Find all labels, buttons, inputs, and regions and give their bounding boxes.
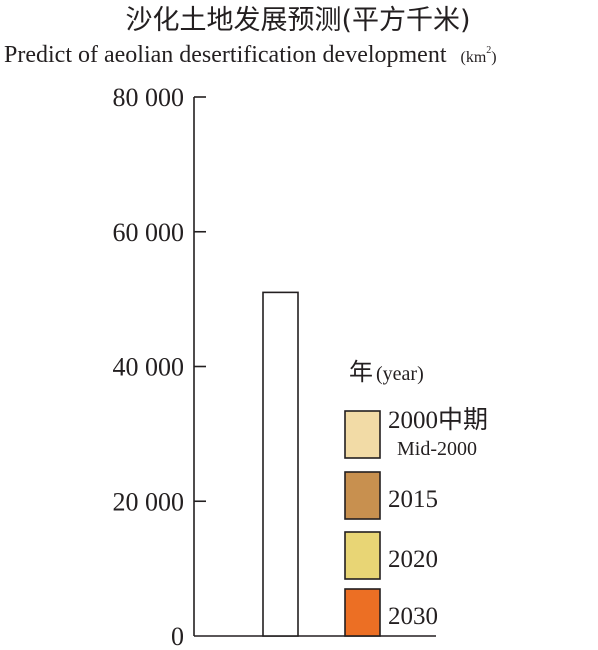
legend-title-en: (year): [376, 363, 424, 385]
legend-title: 年 (year): [349, 358, 424, 386]
legend: 年 (year) 2000中期 Mid-2000 2015 2020 2030: [344, 358, 488, 637]
legend-label: 2030: [388, 603, 438, 630]
legend-swatch: [344, 588, 381, 637]
y-tick-label: 80 000: [113, 83, 185, 112]
chart-title: 沙化土地发展预测(平方千米): [125, 5, 470, 36]
legend-label: 2000中期: [388, 406, 488, 434]
legend-swatch: [344, 471, 381, 520]
y-axis: 0 20 000 40 000 60 000 80 000: [113, 83, 436, 650]
legend-label: 2020: [388, 546, 438, 573]
legend-swatch: [344, 410, 381, 459]
legend-label: 2015: [388, 486, 438, 513]
chart-subtitle-text: Predict of aeolian desertification devel…: [4, 42, 447, 68]
legend-title-zh: 年: [349, 358, 373, 386]
unit-power: 2: [486, 45, 491, 56]
unit-close: ): [491, 49, 496, 66]
bar-series: [262, 291, 299, 637]
legend-sublabel: Mid-2000: [397, 438, 477, 460]
y-tick-label: 0: [171, 622, 184, 650]
y-tick-label: 20 000: [113, 487, 185, 516]
y-tick-label: 40 000: [113, 353, 185, 382]
y-tick-label: 60 000: [113, 218, 185, 247]
bar: [262, 291, 299, 637]
chart-subtitle: Predict of aeolian desertification devel…: [4, 42, 497, 68]
legend-swatch: [344, 531, 381, 580]
unit-base: (km: [461, 49, 487, 66]
